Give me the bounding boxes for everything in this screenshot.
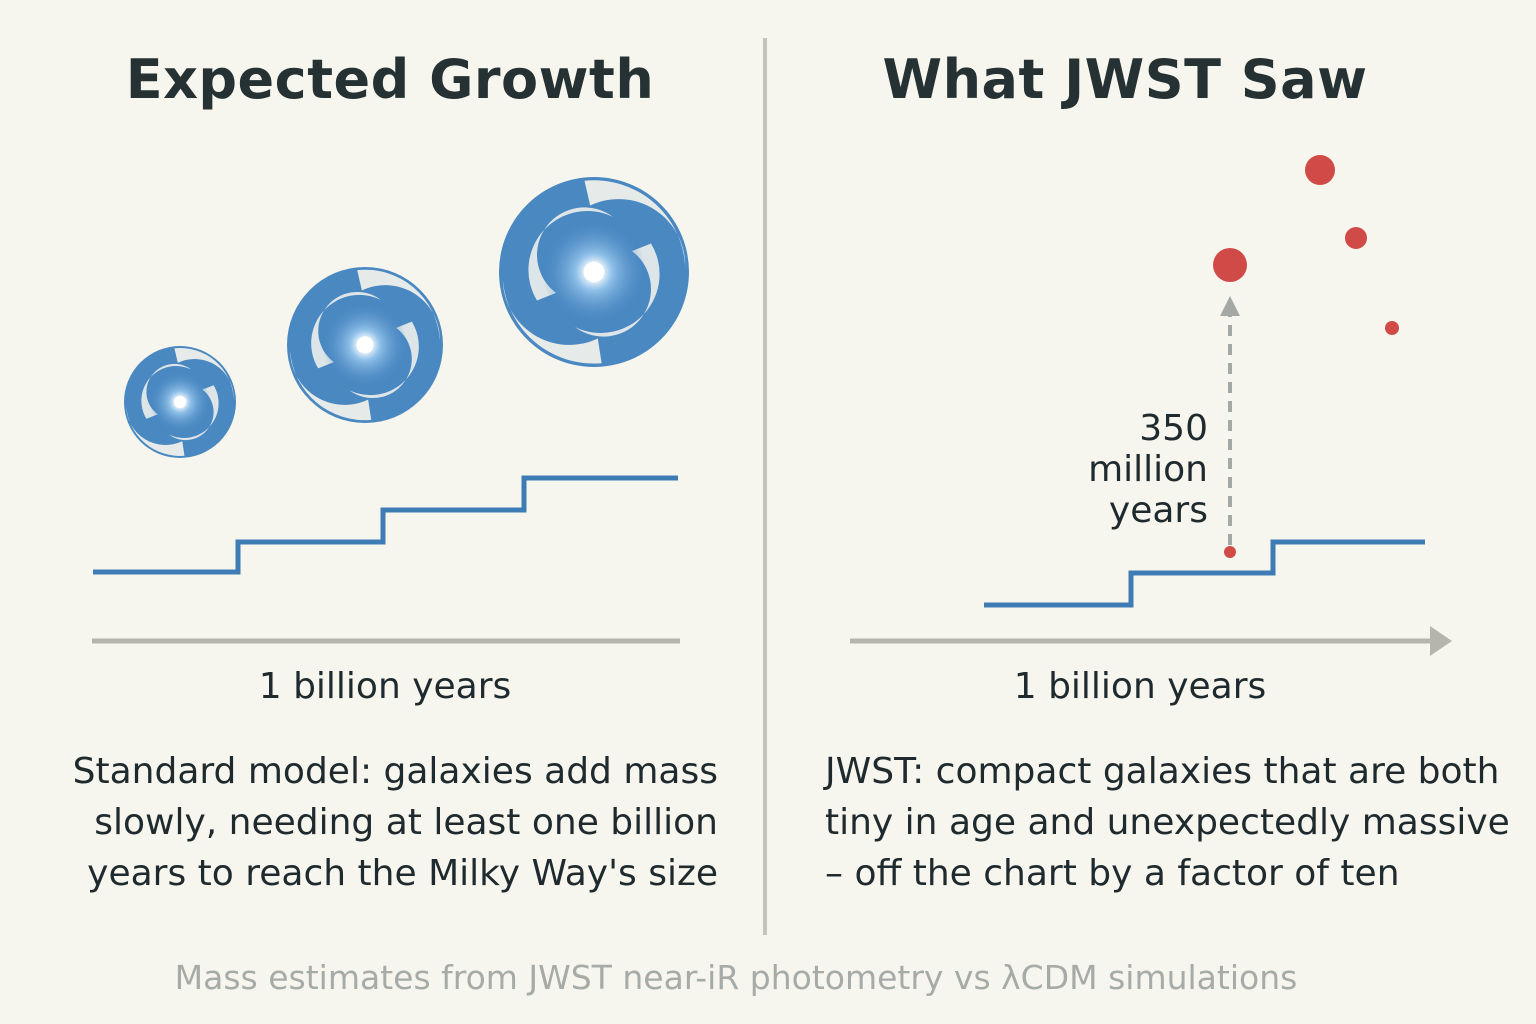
left-panel-title: Expected Growth	[125, 48, 655, 111]
left-panel-caption: Standard model: galaxies add mass slowly…	[72, 751, 718, 894]
spiral-galaxy-icon	[499, 177, 689, 367]
dashed-arrow-head	[1220, 296, 1240, 316]
spiral-galaxy-icon	[124, 346, 236, 458]
observed-galaxy-point	[1385, 321, 1399, 335]
observed-galaxy-point	[1345, 227, 1367, 249]
right-axis-label: 1 billion years	[1013, 666, 1267, 707]
expected-mass-step-line	[93, 475, 678, 575]
observed-galaxy-point	[1305, 155, 1335, 185]
footnote: Mass estimates from JWST near-iR photome…	[174, 958, 1298, 997]
time-axis-arrowhead	[1430, 626, 1452, 656]
right-panel-title: What JWST Saw	[882, 48, 1368, 111]
observed-galaxy-point	[1213, 248, 1247, 282]
observed-step-line	[984, 539, 1425, 608]
right-panel-caption: JWST: compact galaxies that are both tin…	[825, 751, 1510, 894]
spiral-galaxy-icon	[287, 267, 443, 423]
left-axis-label: 1 billion years	[258, 666, 512, 707]
observed-galaxy-point	[1224, 546, 1236, 558]
arrow-label: 350 million years	[1088, 408, 1208, 531]
